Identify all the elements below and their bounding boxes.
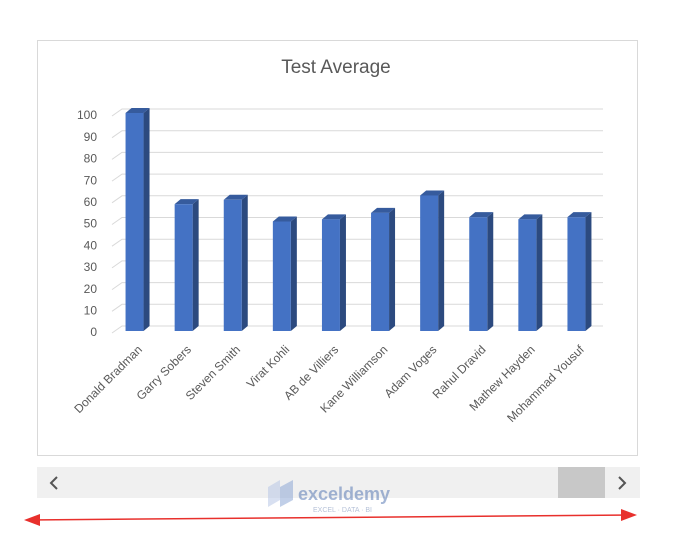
bar-side [241, 194, 248, 331]
bar-side [143, 108, 150, 331]
grid-line [111, 151, 603, 160]
bar-top [518, 214, 543, 220]
y-tick-label: 0 [90, 325, 97, 339]
grid-line [111, 173, 603, 182]
bar-top [125, 108, 150, 113]
red-arrow [27, 514, 634, 521]
y-tick-label: 60 [84, 195, 98, 209]
bar-side [438, 190, 445, 331]
y-tick-label: 10 [84, 303, 98, 317]
watermark-icon [268, 480, 280, 507]
bar [223, 199, 242, 331]
y-tick-label: 70 [84, 173, 98, 187]
y-tick-label: 100 [77, 108, 97, 122]
y-tick-label: 50 [84, 217, 98, 231]
arrow-head-left [24, 514, 40, 526]
bar-top [371, 207, 396, 213]
bar-side [536, 214, 543, 331]
bar-side [290, 216, 297, 331]
y-tick-label: 30 [84, 260, 98, 274]
bar [174, 204, 193, 331]
bar-top [420, 190, 445, 196]
grid-line [111, 108, 603, 117]
arrow-head-right [621, 509, 637, 521]
bar [518, 219, 537, 331]
bar-top [174, 199, 199, 205]
bar-side [389, 207, 396, 331]
bar [321, 219, 340, 331]
scrollbar-thumb[interactable] [558, 467, 605, 498]
bar-side [585, 212, 592, 331]
bar-top [321, 214, 346, 220]
chart-title: Test Average [281, 57, 391, 78]
bar [420, 195, 439, 331]
scrollbar[interactable] [37, 467, 640, 498]
bar-side [339, 214, 346, 331]
y-tick-label: 90 [84, 130, 98, 144]
bar [125, 113, 144, 331]
grid-line [111, 130, 603, 139]
y-tick-label: 80 [84, 152, 98, 166]
y-tick-label: 20 [84, 282, 98, 296]
bar-top [223, 194, 248, 200]
bar-top [469, 212, 494, 218]
bar-side [192, 199, 199, 331]
watermark-icon [280, 480, 293, 507]
bar [567, 217, 586, 331]
watermark: exceldemy EXCEL · DATA · BI [268, 480, 390, 514]
scroll-right[interactable] [618, 476, 627, 490]
bar [371, 212, 390, 331]
bar-side [487, 212, 494, 331]
bar [272, 221, 291, 331]
bar-top [272, 216, 297, 222]
watermark-tagline: EXCEL · DATA · BI [313, 507, 372, 514]
y-tick-label: 40 [84, 238, 98, 252]
watermark-name: exceldemy [298, 484, 390, 504]
bar-top [567, 212, 592, 218]
scroll-left[interactable] [49, 476, 58, 490]
bar [469, 217, 488, 331]
